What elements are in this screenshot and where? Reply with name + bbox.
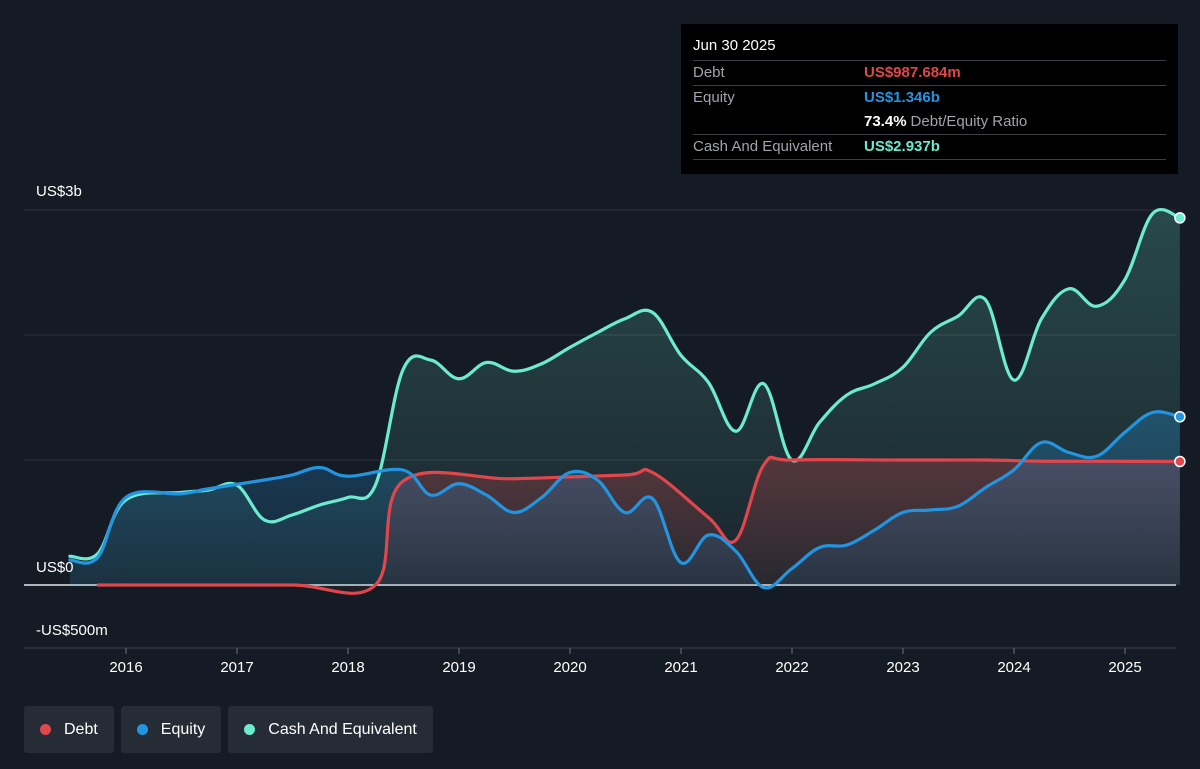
tooltip-debt-label: Debt bbox=[693, 64, 725, 81]
end-marker-cash-and-equivalent[interactable] bbox=[1174, 212, 1186, 224]
y-axis-label-bottom: -US$500m bbox=[36, 622, 108, 639]
chart-lines bbox=[68, 207, 1182, 595]
tooltip-cash-label: Cash And Equivalent bbox=[693, 138, 833, 155]
x-tick-label-2023: 2023 bbox=[886, 659, 919, 676]
x-tick-label-2018: 2018 bbox=[331, 659, 364, 676]
y-axis-label-zero: US$0 bbox=[36, 559, 74, 576]
tooltip-ratio-spacer bbox=[693, 110, 864, 134]
x-tick-label-2016: 2016 bbox=[109, 659, 142, 676]
end-marker-equity[interactable] bbox=[1174, 411, 1186, 423]
legend-dot-debt bbox=[40, 724, 51, 735]
x-axis-ticks: 2016 2017 2018 2019 2020 2021 2022 2023 2024 2025 bbox=[109, 648, 1142, 676]
x-tick-label-2019: 2019 bbox=[442, 659, 475, 676]
y-axis-label-top: US$3b bbox=[36, 183, 82, 200]
tooltip-cash-row: Cash And Equivalent US$2.937b bbox=[693, 134, 1166, 160]
tooltip-ratio-label: Debt/Equity Ratio bbox=[910, 113, 1028, 130]
legend-item-equity[interactable]: Equity bbox=[120, 706, 222, 753]
legend-item-cash[interactable]: Cash And Equivalent bbox=[228, 706, 433, 753]
legend-label-debt: Debt bbox=[64, 720, 98, 738]
tooltip-equity-value: US$1.346b bbox=[864, 89, 940, 106]
tooltip-equity-row: Equity US$1.346b bbox=[693, 85, 1166, 110]
chart-legend: Debt Equity Cash And Equivalent bbox=[24, 706, 433, 753]
tooltip-ratio-value: 73.4% bbox=[864, 113, 907, 130]
x-tick-label-2022: 2022 bbox=[775, 659, 808, 676]
x-tick-label-2021: 2021 bbox=[664, 659, 697, 676]
legend-label-cash: Cash And Equivalent bbox=[268, 720, 417, 738]
line-equity bbox=[68, 410, 1182, 590]
tooltip-debt-value: US$987.684m bbox=[864, 64, 961, 81]
chart-end-markers bbox=[1174, 212, 1186, 468]
legend-dot-equity bbox=[136, 724, 148, 735]
area-equity bbox=[69, 411, 1180, 588]
tooltip-cash-value: US$2.937b bbox=[864, 138, 940, 155]
x-tick-label-2025: 2025 bbox=[1108, 659, 1141, 676]
legend-item-debt[interactable]: Debt bbox=[24, 706, 114, 753]
x-tick-label-2017: 2017 bbox=[220, 659, 253, 676]
tooltip-equity-label: Equity bbox=[693, 89, 735, 106]
tooltip-date: Jun 30 2025 bbox=[693, 37, 776, 54]
x-tick-label-2024: 2024 bbox=[997, 659, 1030, 676]
legend-dot-cash bbox=[244, 724, 256, 735]
chart-tooltip: Jun 30 2025 Debt US$987.684m Equity US$1… bbox=[681, 24, 1178, 174]
tooltip-ratio-row: 73.4% Debt/Equity Ratio bbox=[693, 110, 1166, 134]
chart-areas bbox=[69, 209, 1180, 594]
end-marker-debt[interactable] bbox=[1174, 455, 1186, 468]
line-cash-and-equivalent bbox=[68, 207, 1182, 561]
line-debt bbox=[96, 455, 1182, 595]
tooltip-debt-row: Debt US$987.684m bbox=[693, 60, 1166, 85]
legend-label-equity: Equity bbox=[160, 720, 206, 738]
x-tick-label-2020: 2020 bbox=[553, 659, 586, 676]
